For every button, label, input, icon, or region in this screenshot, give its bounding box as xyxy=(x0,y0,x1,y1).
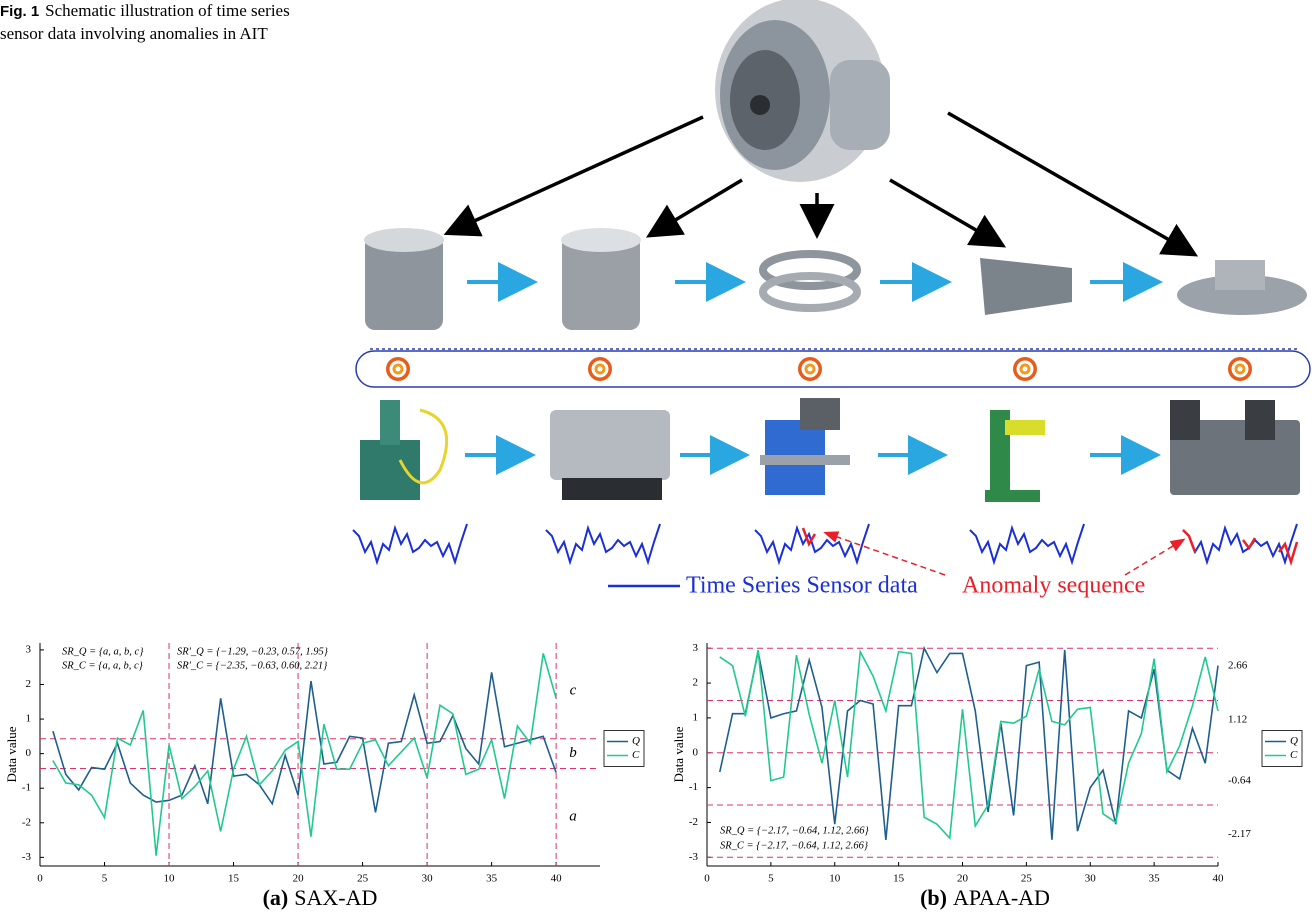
chart-caption: (b)APAA-AD xyxy=(920,885,1050,910)
caption-label: (b) xyxy=(920,885,947,910)
x-tick-label: 40 xyxy=(551,873,563,885)
y-tick-label: 2 xyxy=(26,678,32,690)
x-tick-label: 20 xyxy=(957,873,969,885)
y-tick-label: -2 xyxy=(689,816,698,828)
x-tick-label: 0 xyxy=(704,873,710,885)
legend-label: C xyxy=(632,749,640,761)
x-tick-label: 35 xyxy=(486,873,498,885)
x-tick-label: 10 xyxy=(829,873,841,885)
figure: Time Series Sensor data Anomaly sequence… xyxy=(0,0,1315,917)
x-tick-label: 25 xyxy=(1021,873,1033,885)
x-tick-label: 5 xyxy=(102,873,108,885)
y-tick-label: -1 xyxy=(22,782,31,794)
annotation: SR_C = {a, a, b, c} xyxy=(62,660,144,671)
y-tick-label: 3 xyxy=(693,642,699,654)
y-tick-label: -3 xyxy=(22,851,32,863)
legend-label: Q xyxy=(1290,735,1298,747)
series-line xyxy=(720,650,1218,838)
x-tick-label: 20 xyxy=(293,873,305,885)
conveyor-belt xyxy=(356,349,1310,387)
annotation: SR_Q = {−2.17, −0.64, 1.12, 2.66} xyxy=(720,825,869,836)
diagram-legend: Time Series Sensor data Anomaly sequence xyxy=(608,533,1183,599)
chart: 0 5 10 15 20 25 30 35 40 -3 -2 -1 0 1 2 3 Data value 2.66… xyxy=(671,642,1302,910)
y-tick-label: 3 xyxy=(26,643,32,655)
y-tick-label: -3 xyxy=(689,851,699,863)
figure-page: Fig. 1Schematic illustration of time ser… xyxy=(0,0,1315,917)
chart-caption: (a)SAX-AD xyxy=(263,885,378,910)
y-axis-label: Data value xyxy=(4,726,19,782)
y-tick-label: -1 xyxy=(689,781,698,793)
legend-sensor: Time Series Sensor data xyxy=(686,573,918,599)
machine-images xyxy=(360,398,1300,502)
x-tick-label: 35 xyxy=(1149,873,1161,885)
x-tick-label: 10 xyxy=(164,873,176,885)
x-tick-label: 15 xyxy=(228,873,240,885)
region-label: b xyxy=(569,745,577,761)
region-label: a xyxy=(569,809,577,825)
annotation: SR'_C = {−2.35, −0.63, 0.60, 2.21} xyxy=(177,660,328,671)
right-label: -0.64 xyxy=(1228,775,1251,787)
legend-anomaly: Anomaly sequence xyxy=(962,573,1145,599)
engine-image xyxy=(715,0,890,182)
x-tick-label: 30 xyxy=(1085,873,1097,885)
y-axis-label: Data value xyxy=(671,726,686,782)
x-tick-label: 5 xyxy=(768,873,774,885)
region-label: c xyxy=(570,682,577,698)
legend-label: C xyxy=(1290,749,1298,761)
part-images xyxy=(364,228,1307,330)
annotation: SR_Q = {a, a, b, c} xyxy=(62,646,144,657)
y-tick-label: 2 xyxy=(693,677,699,689)
legend-label: Q xyxy=(632,735,640,747)
chart: 0 5 10 15 20 25 30 35 40 -3 -2 -1 0 1 2 3 Data value c b a S… xyxy=(4,643,644,910)
x-tick-label: 30 xyxy=(422,873,434,885)
y-tick-label: 1 xyxy=(26,713,32,725)
x-tick-label: 40 xyxy=(1213,873,1225,885)
y-tick-label: 1 xyxy=(693,711,699,723)
y-tick-label: -2 xyxy=(22,816,31,828)
right-label: -2.17 xyxy=(1228,828,1251,840)
x-tick-label: 25 xyxy=(357,873,369,885)
y-tick-label: 0 xyxy=(693,746,699,758)
y-tick-label: 0 xyxy=(26,747,32,759)
x-tick-label: 0 xyxy=(37,873,43,885)
right-label: 2.66 xyxy=(1228,660,1248,672)
caption-text: APAA-AD xyxy=(953,885,1050,910)
x-tick-label: 15 xyxy=(893,873,905,885)
caption-label: (a) xyxy=(263,885,289,910)
caption-text: SAX-AD xyxy=(294,885,377,910)
annotation: SR'_Q = {−1.29, −0.23, 0.57, 1.95} xyxy=(177,646,329,657)
annotation: SR_C = {−2.17, −0.64, 1.12, 2.66} xyxy=(720,840,869,851)
right-label: 1.12 xyxy=(1228,713,1247,725)
diagram: Time Series Sensor data Anomaly sequence xyxy=(353,0,1310,599)
